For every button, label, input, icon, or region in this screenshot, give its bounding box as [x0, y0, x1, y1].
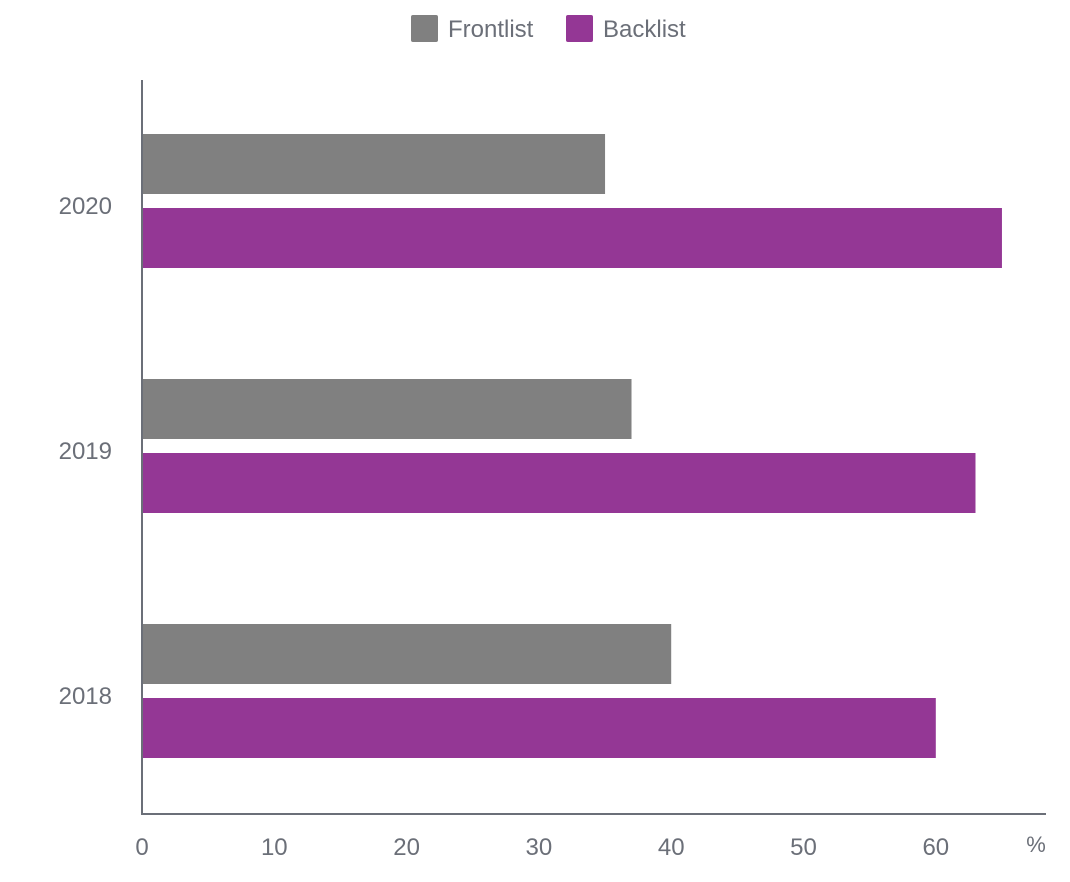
bar-frontlist-2019 [142, 379, 632, 439]
bar-frontlist-2020 [142, 134, 606, 194]
category-label-2018: 2018 [59, 683, 112, 710]
axes-group [141, 80, 1046, 815]
x-unit-label: % [1026, 832, 1046, 857]
labels-group: 2018 2019 2020 0 10 20 30 40 50 60% [59, 193, 1046, 861]
legend-swatch-frontlist [411, 15, 438, 42]
x-tick-label-50: 50 [790, 834, 817, 861]
x-tick-label-40: 40 [658, 834, 685, 861]
x-tick-label-0: 0 [135, 834, 148, 861]
legend-label-frontlist: Frontlist [448, 16, 534, 43]
category-label-2019: 2019 [59, 438, 112, 465]
bar-backlist-2018 [142, 698, 936, 758]
x-tick-label-60: 60 [922, 834, 949, 861]
legend: Frontlist Backlist [411, 15, 686, 43]
legend-label-backlist: Backlist [603, 16, 686, 43]
category-label-2020: 2020 [59, 193, 112, 220]
x-tick-label-20: 20 [393, 834, 420, 861]
bar-frontlist-2018 [142, 624, 672, 684]
bars-group [142, 134, 1002, 758]
bar-backlist-2020 [142, 208, 1002, 268]
bar-backlist-2019 [142, 453, 976, 513]
x-tick-label-10: 10 [261, 834, 288, 861]
legend-swatch-backlist [566, 15, 593, 42]
x-tick-label-30: 30 [526, 834, 553, 861]
